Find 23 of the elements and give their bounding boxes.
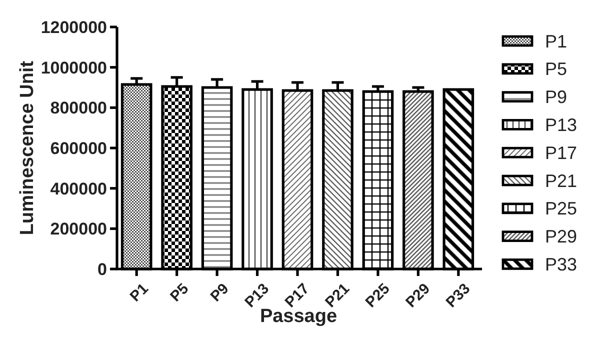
y-tick-label: 200000 xyxy=(50,220,107,239)
x-tick-label: P29 xyxy=(402,280,434,312)
legend-label: P33 xyxy=(545,254,578,274)
x-tick-label: P1 xyxy=(126,280,152,306)
x-tick-label: P9 xyxy=(207,280,232,306)
legend-label: P25 xyxy=(545,198,578,219)
legend-label: P9 xyxy=(545,87,568,108)
y-tick-label: 1000000 xyxy=(40,58,107,78)
y-axis-title: Luminescence Unit xyxy=(17,60,38,236)
legend-label: P1 xyxy=(545,31,568,52)
y-tick-label: 400000 xyxy=(50,179,107,198)
y-tick-label: 600000 xyxy=(50,138,107,158)
legend-label: P29 xyxy=(545,226,578,247)
legend-label: P17 xyxy=(545,142,578,163)
legend-label: P5 xyxy=(545,59,568,80)
x-tick-label: P33 xyxy=(442,280,474,312)
legend-label: P21 xyxy=(545,170,578,191)
x-tick-label: P5 xyxy=(167,280,192,306)
y-tick-label: 800000 xyxy=(50,98,107,118)
x-tick-label: P25 xyxy=(362,280,394,312)
y-tick-label: 1200000 xyxy=(40,18,107,37)
legend-label: P13 xyxy=(545,115,578,135)
y-tick-label: 0 xyxy=(98,260,107,279)
